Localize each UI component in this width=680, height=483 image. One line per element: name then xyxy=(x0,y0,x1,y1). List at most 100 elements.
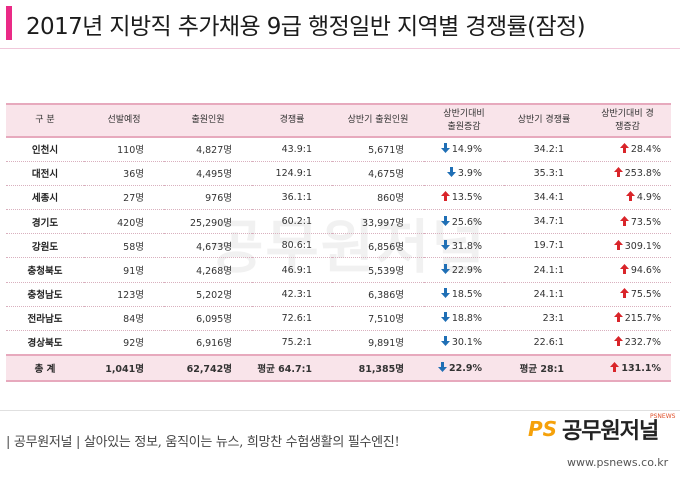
arrow-down-icon xyxy=(440,239,450,250)
arrow-up-icon xyxy=(613,239,623,250)
ratio-change-cell: 215.7% xyxy=(584,306,671,332)
ratio-change-cell: 4.9% xyxy=(584,185,671,211)
table-row: 대전시 36명 4,495명 124.9:1 4,675명 3.9% 35.3:1 253.8… xyxy=(6,161,671,186)
col-header-planned: 선발예정 xyxy=(84,103,164,138)
table-row: 충청남도 123명 5,202명 42.3:1 6,386명 18.5% 24.1:1 75.… xyxy=(6,282,671,307)
applicants-cell: 62,742명 xyxy=(164,353,252,382)
planned-cell-value: 84명 xyxy=(123,314,144,326)
h1-applicants-cell: 4,675명 xyxy=(332,161,424,186)
applicants-cell-value: 6,095명 xyxy=(196,314,232,326)
app-change-cell: 22.9% xyxy=(424,353,504,382)
applicants-cell: 6,916명 xyxy=(164,330,252,356)
region-cell-value: 충청남도 xyxy=(27,290,63,302)
region-cell-value: 인천시 xyxy=(31,145,59,157)
table-row: 인천시 110명 4,827명 43.9:1 5,671명 14.9% 34.2:1 28.4… xyxy=(6,137,671,162)
h1-applicants-cell: 6,856명 xyxy=(332,233,424,259)
planned-cell-value: 91명 xyxy=(123,266,144,278)
ratio-change-cell-value: 253.8% xyxy=(624,168,661,180)
ratio-cell-value: 43.9:1 xyxy=(281,143,312,155)
h1-applicants-cell-value: 5,539명 xyxy=(368,266,404,278)
h1-ratio-cell-value: 34.7:1 xyxy=(533,216,564,228)
table-row: 충청북도 91명 4,268명 46.9:1 5,539명 22.9% 24.1:1 94.6… xyxy=(6,257,671,283)
ratio-cell: 42.3:1 xyxy=(252,282,332,307)
ratio-change-cell: 253.8% xyxy=(584,161,671,186)
applicants-cell-value: 4,495명 xyxy=(196,169,232,181)
app-change-cell-value: 18.5% xyxy=(451,289,482,301)
planned-cell: 420명 xyxy=(84,209,164,235)
ratio-change-cell-value: 232.7% xyxy=(624,337,661,349)
h1-applicants-cell-value: 33,997명 xyxy=(362,217,404,229)
table-row: 경기도 420명 25,290명 60.2:1 33,997명 25.6% 34.7:1 73… xyxy=(6,209,671,235)
col-header-region: 구 분 xyxy=(6,103,84,138)
app-change-cell-value: 13.5% xyxy=(451,192,482,204)
app-change-cell: 18.5% xyxy=(424,282,504,307)
region-cell: 경상북도 xyxy=(6,330,84,356)
app-change-cell-value: 3.9% xyxy=(457,168,482,180)
ratio-change-cell: 131.1% xyxy=(584,353,671,382)
arrow-up-icon xyxy=(613,312,623,323)
app-change-cell: 22.9% xyxy=(424,257,504,283)
planned-cell: 110명 xyxy=(84,137,164,162)
h1-ratio-cell-value: 34.2:1 xyxy=(533,143,564,155)
planned-cell-value: 58명 xyxy=(123,241,144,253)
ratio-cell: 평균 64.7:1 xyxy=(252,353,332,382)
ratio-cell-value: 72.6:1 xyxy=(281,312,312,324)
arrow-down-icon xyxy=(440,143,450,154)
region-cell-value: 대전시 xyxy=(31,169,59,181)
arrow-down-icon xyxy=(440,288,450,299)
applicants-cell: 4,673명 xyxy=(164,233,252,259)
ratio-cell-value: 75.2:1 xyxy=(281,336,312,348)
planned-cell: 27명 xyxy=(84,185,164,211)
ratio-change-cell: 73.5% xyxy=(584,209,671,235)
arrow-down-icon xyxy=(440,312,450,323)
h1-ratio-cell: 22.6:1 xyxy=(504,330,584,356)
ratio-cell: 43.9:1 xyxy=(252,137,332,162)
h1-applicants-cell-value: 6,386명 xyxy=(368,290,404,302)
arrow-down-icon xyxy=(440,215,450,226)
app-change-cell: 14.9% xyxy=(424,137,504,162)
h1-ratio-cell-value: 24.1:1 xyxy=(533,264,564,276)
app-change-cell-value: 22.9% xyxy=(451,265,482,277)
applicants-cell: 25,290명 xyxy=(164,209,252,235)
h1-applicants-cell: 9,891명 xyxy=(332,330,424,356)
table-row: 강원도 58명 4,673명 80.6:1 6,856명 31.8% 19.7:1 309.1… xyxy=(6,233,671,259)
table-body: 인천시 110명 4,827명 43.9:1 5,671명 14.9% 34.2:1 28.4… xyxy=(6,137,671,382)
arrow-up-icon xyxy=(613,336,623,347)
ratio-change-cell: 94.6% xyxy=(584,257,671,283)
arrow-up-icon xyxy=(613,167,623,178)
region-cell: 강원도 xyxy=(6,233,84,259)
ratio-cell: 80.6:1 xyxy=(252,233,332,259)
h1-ratio-cell-value: 19.7:1 xyxy=(533,240,564,252)
ratio-cell-value: 80.6:1 xyxy=(281,240,312,252)
h1-applicants-cell-value: 81,385명 xyxy=(358,363,404,375)
region-cell-value: 총 계 xyxy=(34,363,56,375)
planned-cell-value: 420명 xyxy=(117,217,144,229)
h1-ratio-cell-value: 24.1:1 xyxy=(533,288,564,300)
col-header-ratio: 경쟁률 xyxy=(252,103,332,138)
applicants-cell-value: 5,202명 xyxy=(196,290,232,302)
planned-cell-value: 27명 xyxy=(123,193,144,205)
planned-cell-value: 36명 xyxy=(123,169,144,181)
h1-applicants-cell-value: 4,675명 xyxy=(368,169,404,181)
ratio-change-cell-value: 28.4% xyxy=(630,144,661,156)
h1-applicants-cell: 7,510명 xyxy=(332,306,424,332)
ratio-change-cell-value: 4.9% xyxy=(636,192,661,204)
ratio-change-cell-value: 94.6% xyxy=(630,265,661,277)
region-cell-value: 경상북도 xyxy=(27,338,63,350)
app-change-cell: 30.1% xyxy=(424,330,504,356)
h1-applicants-cell-value: 7,510명 xyxy=(368,314,404,326)
ratio-change-cell-value: 73.5% xyxy=(630,216,661,228)
h1-applicants-cell: 860명 xyxy=(332,185,424,211)
ratio-cell-value: 46.9:1 xyxy=(281,264,312,276)
region-cell: 세종시 xyxy=(6,185,84,211)
region-cell: 대전시 xyxy=(6,161,84,186)
h1-applicants-cell: 81,385명 xyxy=(332,353,424,382)
col-header-h1-applicants: 상반기 출원인원 xyxy=(332,103,424,138)
arrow-down-icon xyxy=(440,336,450,347)
app-change-cell-value: 30.1% xyxy=(451,337,482,349)
title-accent-bar xyxy=(6,6,12,40)
ratio-change-cell: 75.5% xyxy=(584,282,671,307)
h1-ratio-cell: 34.4:1 xyxy=(504,185,584,211)
h1-ratio-cell-value: 34.4:1 xyxy=(533,191,564,203)
h1-applicants-cell: 6,386명 xyxy=(332,282,424,307)
